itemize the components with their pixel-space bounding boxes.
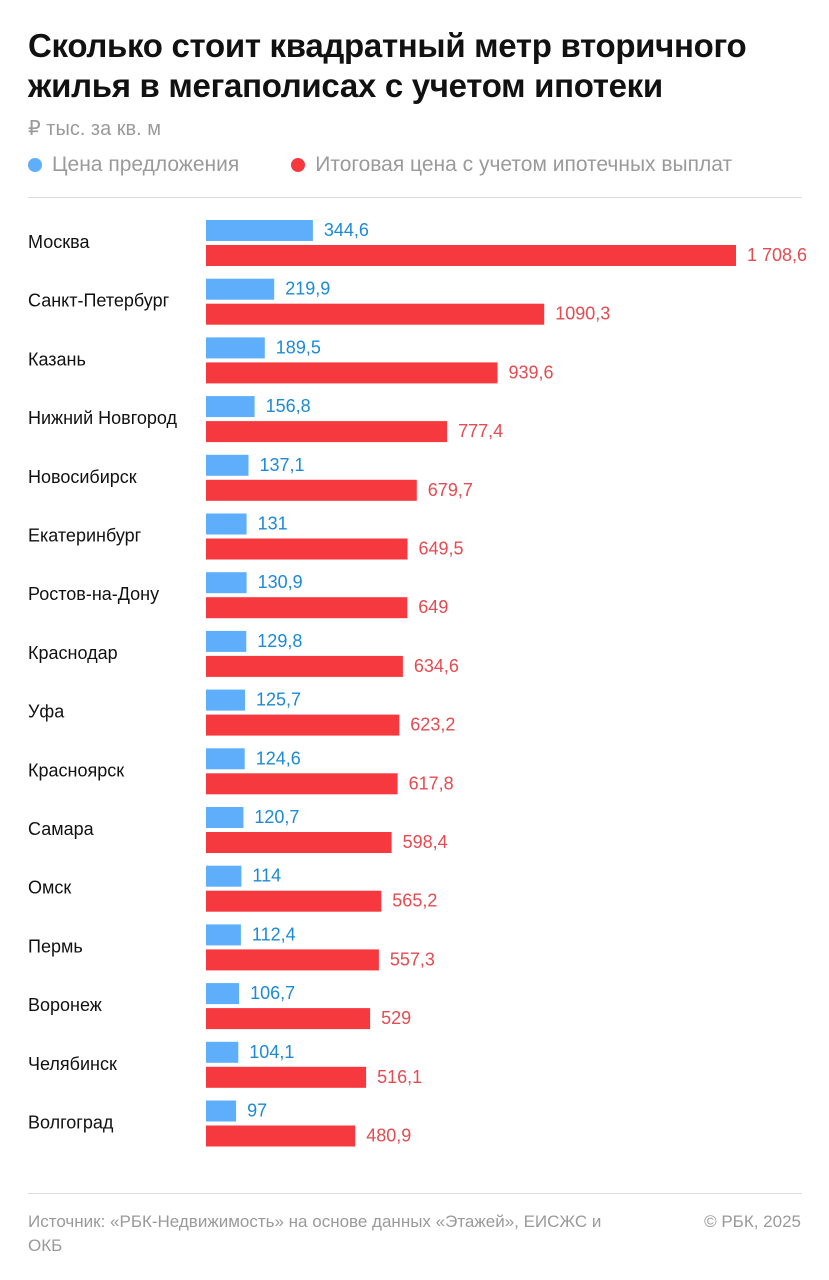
chart-units: ₽ тыс. за кв. м xyxy=(28,118,162,140)
value-label-offer: 114 xyxy=(252,866,281,886)
value-label-total: 649 xyxy=(418,597,448,617)
value-label-total: 617,8 xyxy=(409,773,454,793)
value-label-offer: 112,4 xyxy=(252,924,296,944)
value-label-offer: 97 xyxy=(247,1101,267,1121)
bar-total xyxy=(206,1008,371,1030)
bar-total xyxy=(206,655,403,677)
value-label-offer: 129,8 xyxy=(257,631,302,651)
source-note: Источник: «РБК-Недвижимость» на основе д… xyxy=(28,1212,602,1255)
value-label-total: 777,4 xyxy=(458,421,503,441)
bar-total xyxy=(206,245,736,266)
bar-offer xyxy=(206,220,313,241)
bar-total xyxy=(206,714,400,736)
category-label: Краснодар xyxy=(28,643,118,663)
category-label: Нижний Новгород xyxy=(28,408,178,428)
value-label-offer: 189,5 xyxy=(276,337,321,357)
value-label-offer: 104,1 xyxy=(249,1042,294,1062)
category-label: Пермь xyxy=(28,936,83,956)
bar-offer xyxy=(206,689,245,711)
bar-offer xyxy=(206,572,247,594)
value-label-total: 565,2 xyxy=(392,891,437,911)
legend-item-offer: Цена предложения xyxy=(28,153,239,177)
category-label: Самара xyxy=(28,819,95,839)
bar-total xyxy=(206,597,408,619)
legend-dot-total xyxy=(291,158,306,172)
value-label-total: 649,5 xyxy=(419,539,464,559)
bar-total xyxy=(206,421,448,443)
value-label-offer: 125,7 xyxy=(256,690,301,710)
value-label-offer: 131 xyxy=(258,514,288,534)
bar-total xyxy=(206,362,498,384)
bar-offer xyxy=(206,983,240,1005)
bar-total xyxy=(206,479,417,501)
bar-offer xyxy=(206,278,275,300)
value-label-total: 557,3 xyxy=(390,949,435,969)
value-label-offer: 219,9 xyxy=(285,279,330,299)
value-label-total: 1 708,6 xyxy=(747,245,807,265)
bar-offer xyxy=(206,865,242,887)
value-label-total: 634,6 xyxy=(414,656,459,676)
bar-offer xyxy=(206,454,249,476)
category-label: Казань xyxy=(28,349,86,369)
value-label-offer: 124,6 xyxy=(256,748,301,768)
bar-offer xyxy=(206,924,241,946)
category-label: Уфа xyxy=(28,702,65,722)
legend-label-total: Итоговая цена с учетом ипотечных выплат xyxy=(315,153,733,176)
category-label: Ростов-на-Дону xyxy=(28,584,159,604)
value-label-offer: 137,1 xyxy=(260,455,305,475)
divider-bottom xyxy=(28,1193,802,1194)
bar-total xyxy=(206,538,408,560)
bar-offer xyxy=(206,1041,239,1063)
value-label-total: 529 xyxy=(381,1008,411,1028)
chart-legend: Цена предложения Итоговая цена с учетом … xyxy=(28,152,784,178)
value-label-total: 1090,3 xyxy=(555,304,610,324)
value-label-offer: 344,6 xyxy=(324,220,369,240)
bar-offer xyxy=(206,630,247,652)
value-label-total: 939,6 xyxy=(509,362,554,382)
bar-total xyxy=(206,1125,356,1147)
bar-total xyxy=(206,1066,367,1088)
value-label-total: 480,9 xyxy=(366,1126,411,1146)
value-label-offer: 120,7 xyxy=(254,807,299,827)
value-label-total: 623,2 xyxy=(410,715,455,735)
legend-label-offer: Цена предложения xyxy=(52,153,240,176)
value-label-offer: 106,7 xyxy=(250,983,295,1003)
bar-chart: Москва 344,6 1 708,6 Санкт-Петербург 219,9 10… xyxy=(28,220,807,1147)
bar-total xyxy=(206,773,398,795)
value-label-total: 679,7 xyxy=(428,480,473,500)
legend-dot-offer xyxy=(28,158,42,172)
category-label: Новосибирск xyxy=(28,467,137,487)
category-label: Омск xyxy=(28,878,71,898)
category-label: Екатеринбург xyxy=(28,526,142,546)
bar-total xyxy=(206,832,392,853)
category-label: Красноярск xyxy=(28,760,124,780)
category-label: Москва xyxy=(28,232,90,252)
value-label-offer: 156,8 xyxy=(266,396,311,416)
legend-item-total: Итоговая цена с учетом ипотечных выплат xyxy=(291,153,732,177)
category-label: Челябинск xyxy=(28,1054,117,1074)
value-label-total: 516,1 xyxy=(377,1067,422,1087)
bar-offer xyxy=(206,337,265,359)
bar-total xyxy=(206,890,382,912)
copyright: © РБК, 2025 xyxy=(704,1212,801,1231)
divider-top xyxy=(28,197,802,198)
category-label: Санкт-Петербург xyxy=(28,291,170,311)
bar-offer xyxy=(206,1100,237,1122)
bar-total xyxy=(206,949,379,971)
bar-offer xyxy=(206,748,245,770)
bar-offer xyxy=(206,396,255,418)
category-label: Воронеж xyxy=(28,995,102,1015)
category-label: Волгоград xyxy=(28,1113,114,1133)
bar-offer xyxy=(206,807,244,828)
bar-offer xyxy=(206,513,247,535)
chart-title: Сколько стоит квадратный метр вторичного… xyxy=(28,27,747,104)
bar-total xyxy=(206,303,545,325)
value-label-offer: 130,9 xyxy=(258,572,303,592)
value-label-total: 598,4 xyxy=(403,832,448,852)
